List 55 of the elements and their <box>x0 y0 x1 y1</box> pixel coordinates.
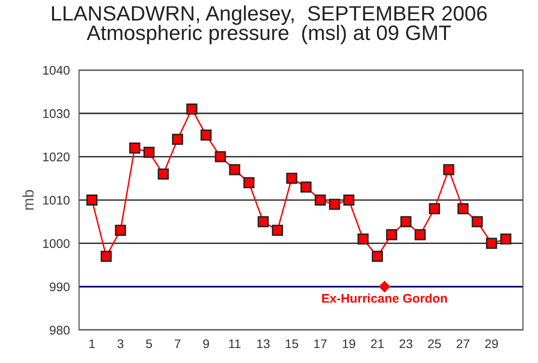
point <box>428 203 440 214</box>
point <box>286 172 298 184</box>
point <box>343 194 354 206</box>
y-tick-label: 980 <box>50 326 70 335</box>
point <box>486 238 498 249</box>
y-tick-label: 1020 <box>43 152 70 162</box>
x-tick-label: 3 <box>117 339 124 348</box>
point <box>243 177 254 188</box>
point <box>314 194 326 206</box>
point <box>457 203 469 214</box>
point <box>300 181 312 193</box>
y-tick-label: 1010 <box>43 196 70 205</box>
point <box>200 129 212 141</box>
point <box>414 229 426 240</box>
x-tick-label: 11 <box>229 339 241 348</box>
point <box>472 216 483 228</box>
x-tick-label: 5 <box>146 339 152 348</box>
y-tick-label: 990 <box>50 282 70 292</box>
point <box>100 250 112 262</box>
x-tick-label: 13 <box>257 339 270 348</box>
x-tick-label: 27 <box>456 339 470 348</box>
point <box>129 142 140 154</box>
point <box>186 103 198 115</box>
point <box>500 233 512 245</box>
x-tick-label: 15 <box>286 339 298 348</box>
point <box>358 233 369 245</box>
y-tick-label: 1000 <box>43 239 70 248</box>
x-tick-label: 17 <box>314 339 327 348</box>
x-tick-label: 9 <box>203 339 209 348</box>
point <box>114 224 126 236</box>
x-tick-label: 23 <box>400 339 412 348</box>
point <box>372 250 383 262</box>
point <box>143 146 155 158</box>
point <box>386 229 398 240</box>
point <box>86 194 98 206</box>
point <box>229 164 240 176</box>
x-tick-label: 19 <box>342 339 356 348</box>
point <box>258 216 269 228</box>
point <box>172 134 184 145</box>
y-tick-label: 1030 <box>43 109 70 118</box>
x-tick-label: 7 <box>174 339 180 348</box>
point <box>272 224 284 236</box>
chart-title: LLANSADWRN, Anglesey, SEPTEMBER 2006 Atmospheric pressure (msl) at 09 GMT <box>52 5 487 44</box>
point <box>158 168 169 180</box>
y-tick-label: 1040 <box>43 66 70 75</box>
x-tick-label: 21 <box>371 339 384 348</box>
annotation: Ex-Hurricane Gordon <box>322 294 447 303</box>
point <box>328 198 340 210</box>
point <box>214 151 226 162</box>
point <box>400 216 412 228</box>
y-axis-title: mb <box>22 190 34 210</box>
point <box>443 164 454 176</box>
x-tick-label: 25 <box>428 339 441 348</box>
x-tick-label: 29 <box>485 339 498 348</box>
x-tick-label: 1 <box>89 339 95 348</box>
